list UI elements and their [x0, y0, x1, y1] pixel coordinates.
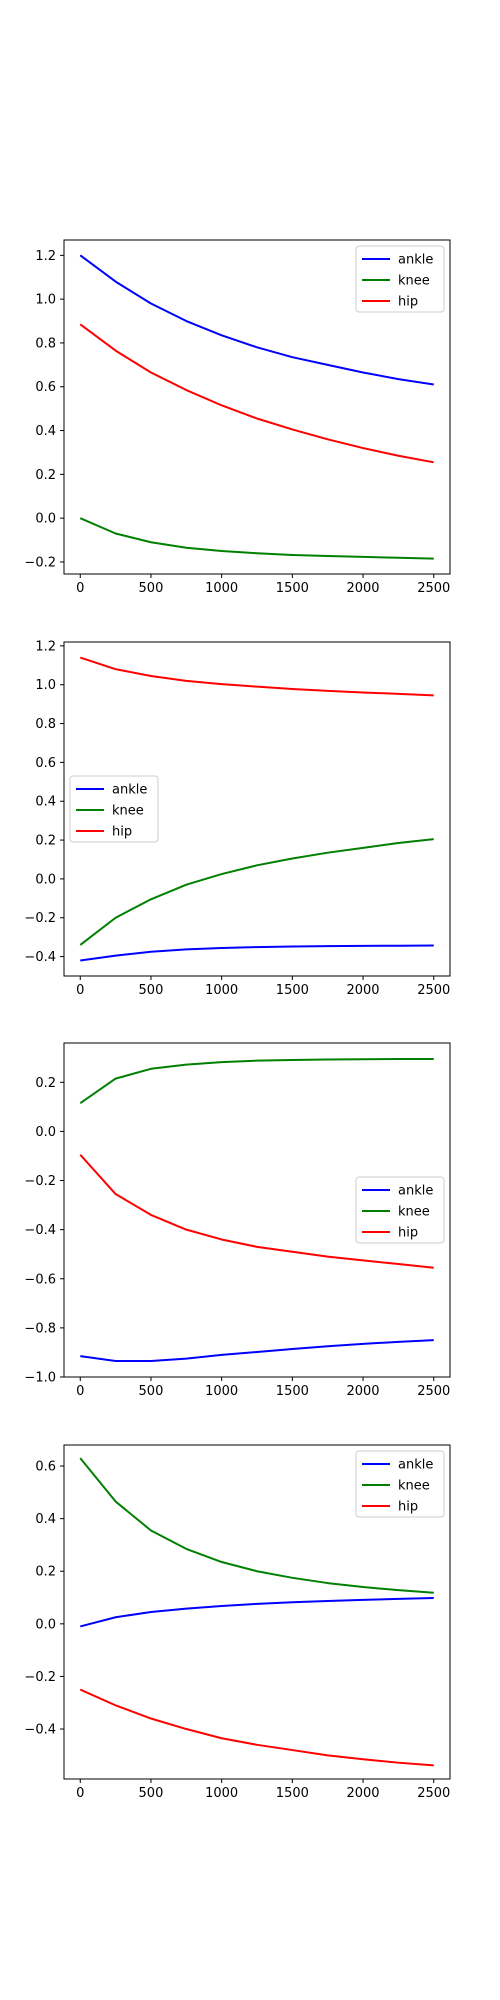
legend: ankle knee hip: [355, 1450, 445, 1518]
series-line-knee: [79, 838, 434, 946]
x-tick-label: 2000: [346, 983, 379, 998]
x-tick-label: 1000: [205, 1786, 238, 1801]
y-tick-label: −0.4: [24, 1723, 56, 1738]
series-line-ankle: [80, 944, 434, 962]
x-tick-label: 2000: [346, 581, 379, 596]
y-tick-label: −0.6: [24, 1272, 56, 1287]
y-tick-label: 0.6: [35, 380, 56, 395]
y-tick-label: −0.2: [24, 911, 56, 926]
x-tick-label: 0: [76, 983, 84, 998]
x-tick-label: 2000: [346, 1786, 379, 1801]
y-tick-label: 0.6: [35, 756, 56, 771]
y-tick-label: 0.8: [35, 336, 56, 351]
x-tick-label: 1000: [205, 983, 238, 998]
legend: ankle knee hip: [355, 245, 445, 313]
x-tick-label: 1000: [205, 581, 238, 596]
series-line-ankle: [79, 254, 434, 386]
axes-frame: [63, 1444, 451, 1780]
series-line-hip: [79, 1154, 434, 1269]
legend-label-ankle: ankle: [398, 1458, 433, 1473]
y-tick-label: 0.4: [35, 1512, 56, 1527]
legend-label-ankle: ankle: [112, 783, 147, 798]
y-tick-label: 1.0: [35, 678, 56, 693]
axes-frame: [63, 1042, 451, 1378]
axes-frame: [63, 641, 451, 977]
x-tick-label: 1500: [276, 983, 309, 998]
legend-box: [69, 775, 159, 843]
y-tick-label: 1.0: [35, 293, 56, 308]
chart-panel-4: 0 500 1000 1500 2000 2500 −0.4 −0.2 0.0 0.2 0.4 0.6…: [24, 1444, 451, 1801]
series-line-ankle: [80, 1597, 434, 1628]
x-tick-label: 500: [139, 581, 164, 596]
series-line-knee: [79, 1457, 434, 1594]
series-line-hip: [79, 656, 434, 697]
legend-label-knee: knee: [398, 274, 430, 289]
series-line-knee: [79, 1057, 434, 1104]
y-tick-label: 0.4: [35, 424, 56, 439]
x-tick-label: 0: [76, 1384, 84, 1399]
y-tick-label: 0.6: [35, 1460, 56, 1475]
x-tick-label: 0: [76, 581, 84, 596]
legend-label-knee: knee: [398, 1479, 430, 1494]
y-tick-label: −0.2: [24, 1670, 56, 1685]
chart-panel-1: 0 500 1000 1500 2000 2500 −0.2 0.0 0.2 0.4 0.6 0.8 1…: [24, 239, 451, 596]
legend-label-knee: knee: [112, 804, 144, 819]
legend-label-hip: hip: [398, 295, 418, 310]
y-tick-label: 1.2: [35, 249, 56, 264]
x-tick-label: 2500: [417, 983, 450, 998]
legend-label-knee: knee: [398, 1205, 430, 1220]
y-tick-label: −0.8: [24, 1321, 56, 1336]
x-tick-label: 2500: [417, 581, 450, 596]
y-tick-label: 0.0: [35, 1125, 56, 1140]
y-tick-label: 0.2: [35, 1076, 56, 1091]
y-tick-label: −0.4: [24, 950, 56, 965]
y-tick-label: −1.0: [24, 1371, 56, 1386]
legend: ankle knee hip: [69, 775, 159, 843]
x-tick-label: 1500: [276, 581, 309, 596]
axes-frame: [63, 239, 451, 575]
legend-box: [355, 245, 445, 313]
series-line-hip: [79, 1688, 434, 1767]
y-tick-label: 1.2: [35, 639, 56, 654]
y-tick-label: 0.2: [35, 468, 56, 483]
legend-label-hip: hip: [398, 1500, 418, 1515]
y-tick-label: 0.8: [35, 717, 56, 732]
y-tick-label: 0.0: [35, 872, 56, 887]
x-tick-label: 2500: [417, 1384, 450, 1399]
legend-label-ankle: ankle: [398, 1184, 433, 1199]
x-tick-label: 500: [139, 983, 164, 998]
x-tick-label: 1000: [205, 1384, 238, 1399]
y-tick-label: 0.4: [35, 795, 56, 810]
x-tick-label: 2000: [346, 1384, 379, 1399]
y-tick-label: −0.2: [24, 1174, 56, 1189]
y-tick-label: 0.2: [35, 1565, 56, 1580]
x-tick-label: 1500: [276, 1384, 309, 1399]
x-tick-label: 0: [76, 1786, 84, 1801]
chart-panel-2: 0 500 1000 1500 2000 2500 −0.4 −0.2 0.0 0.2 0.4 0.6…: [24, 639, 451, 998]
y-tick-label: 0.2: [35, 834, 56, 849]
x-tick-label: 500: [139, 1786, 164, 1801]
y-tick-label: −0.2: [24, 555, 56, 570]
x-tick-label: 500: [139, 1384, 164, 1399]
y-tick-label: −0.4: [24, 1223, 56, 1238]
y-tick-label: 0.0: [35, 512, 56, 527]
x-tick-label: 2500: [417, 1786, 450, 1801]
series-line-knee: [79, 517, 434, 560]
legend: ankle knee hip: [355, 1176, 445, 1244]
series-line-hip: [79, 323, 434, 464]
legend-box: [355, 1450, 445, 1518]
legend-label-hip: hip: [398, 1226, 418, 1241]
legend-box: [355, 1176, 445, 1244]
series-line-ankle: [80, 1339, 434, 1363]
chart-panel-3: 0 500 1000 1500 2000 2500 −1.0 −0.8 −0.6 −0.4 −0.2…: [24, 1042, 451, 1399]
x-tick-label: 1500: [276, 1786, 309, 1801]
legend-label-ankle: ankle: [398, 253, 433, 268]
y-tick-label: 0.0: [35, 1617, 56, 1632]
legend-label-hip: hip: [112, 825, 132, 840]
